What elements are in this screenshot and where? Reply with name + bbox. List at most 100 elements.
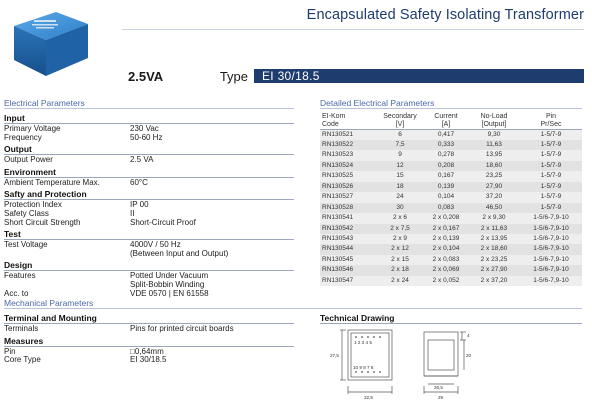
parameter-label xyxy=(4,250,130,259)
table-cell: 2 x 0,208 xyxy=(424,213,468,224)
table-cell: 2 x 0,139 xyxy=(424,234,468,245)
table-cell: 2 x 18,60 xyxy=(468,244,520,255)
column-header-line: [Output] xyxy=(481,120,507,128)
table-row: RN130521 6 0,417 9,30 1-5/7-9 xyxy=(320,129,582,140)
electrical-parameters-caption: Electrical Parameters xyxy=(4,98,85,108)
table-cell: 2 x 24 xyxy=(376,275,424,287)
parameter-label: Protection Index xyxy=(4,200,62,210)
table-cell: RN130547 xyxy=(320,275,376,287)
group-heading: Output xyxy=(4,144,294,156)
table-cell: 1-5/7-9 xyxy=(520,202,582,214)
table-cell: 2 x 11,63 xyxy=(468,223,520,235)
table-cell: 1-5/7-9 xyxy=(520,160,582,172)
column-header-line: [V] xyxy=(395,120,405,128)
parameter-row: Primary Voltage 230 Vac xyxy=(4,124,294,134)
parameter-value: 60°C xyxy=(130,177,148,187)
table-cell: 0,417 xyxy=(424,129,468,140)
parameter-row: Terminals Pins for printed circuit boards xyxy=(4,324,294,334)
group-heading: Terminal and Mounting xyxy=(4,313,294,324)
parameter-value: 50-60 Hz xyxy=(130,132,163,142)
table-row: RN130546 2 x 18 2 x 0,069 2 x 27,90 1-5/6-7,… xyxy=(320,265,582,276)
table-cell: RN130542 xyxy=(320,223,376,235)
electrical-parameters: Input Primary Voltage 230 Vac Frequency 50-6… xyxy=(4,113,294,300)
parameter-value: 230 Vac xyxy=(130,124,159,133)
table-cell: RN130545 xyxy=(320,254,376,266)
table-cell: RN130543 xyxy=(320,234,376,245)
table-cell: RN130524 xyxy=(320,160,376,172)
group-heading: Environment xyxy=(4,167,294,178)
table-cell: 0,333 xyxy=(424,139,468,151)
table-cell: 0,278 xyxy=(424,150,468,161)
parameter-value: IP 00 xyxy=(130,200,149,210)
detailed-caption-rule xyxy=(320,108,582,109)
parameter-value: EI 30/18.5 xyxy=(130,355,167,365)
table-cell: 1-5/6-7,9-10 xyxy=(520,234,582,245)
table-cell: 1-5/6-7,9-10 xyxy=(520,223,582,235)
table-cell: RN130546 xyxy=(320,265,376,276)
table-cell: 12 xyxy=(376,160,424,172)
parameter-row: Pin □0,64mm xyxy=(4,346,294,357)
table-cell: 1-5/7-9 xyxy=(520,181,582,193)
dim-inner-width: 26,5 xyxy=(434,385,443,390)
parameter-row: Frequency 50-60 Hz xyxy=(4,132,294,143)
table-cell: 30 xyxy=(376,202,424,214)
electrical-caption-rule xyxy=(4,108,294,109)
table-cell: 1-5/7-9 xyxy=(520,171,582,182)
type-value: EI 30/18.5 xyxy=(254,69,584,83)
table-cell: 2 x 9 xyxy=(376,234,424,245)
parameter-value: VDE 0570 | EN 61558 xyxy=(130,288,209,298)
table-cell: 24 xyxy=(376,192,424,203)
table-row: RN130545 2 x 15 2 x 0,083 2 x 23,25 1-5/6-7,… xyxy=(320,254,582,266)
table-header-row: EI-Kom Code Secondary [V] Current [A] No-Load[… xyxy=(320,111,582,130)
parameter-row: Acc. to VDE 0570 | EN 61558 xyxy=(4,288,294,299)
table-cell: 2 x 15 xyxy=(376,254,424,266)
table-cell: 11,63 xyxy=(468,139,520,151)
table-cell: 1-5/6-7,9-10 xyxy=(520,275,582,287)
table-cell: 13,95 xyxy=(468,150,520,161)
mechanical-parameters-caption: Mechanical Parameters xyxy=(4,298,94,308)
table-cell: 1-5/7-9 xyxy=(520,139,582,151)
table-cell: 2 x 18 xyxy=(376,265,424,276)
dim-side-height: 20 xyxy=(466,353,472,358)
dim-height-left: 27,5 xyxy=(330,353,339,358)
column-header-line: Current xyxy=(434,112,458,120)
table-cell: 27,90 xyxy=(468,181,520,193)
pin-numbers-bottom: 10 9 8 7 6 xyxy=(353,365,374,370)
parameter-value: 4000V / 50 Hz xyxy=(130,240,181,250)
parameter-row: Safety Class II xyxy=(4,209,294,219)
technical-drawing-title: Technical Drawing xyxy=(320,313,582,324)
column-header: EI-Kom Code xyxy=(320,111,376,130)
table-cell: 9,30 xyxy=(468,129,520,140)
power-rating: 2.5VA xyxy=(128,68,164,84)
parameter-row: Output Power 2.5 VA xyxy=(4,156,294,165)
table-cell: 0,208 xyxy=(424,160,468,172)
table-cell: 0,139 xyxy=(424,181,468,193)
column-header-line: [A] xyxy=(441,120,451,128)
table-row: RN130526 18 0,139 27,90 1-5/7-9 xyxy=(320,181,582,193)
table-cell: 2 x 0,167 xyxy=(424,223,468,235)
table-cell: 1-5/7-9 xyxy=(520,129,582,140)
parameter-label: Acc. to xyxy=(4,288,29,298)
table-cell: 23,25 xyxy=(468,171,520,182)
table-cell: 2 x 0,052 xyxy=(424,275,468,287)
table-cell: 46,50 xyxy=(468,202,520,214)
mechanical-parameters: Terminal and Mounting Terminals Pins for p… xyxy=(4,313,294,367)
parameter-label: Test Voltage xyxy=(4,240,48,250)
parameter-value: Split-Bobbin Winding xyxy=(130,279,205,289)
table-row: RN130528 30 0,083 46,50 1-5/7-9 xyxy=(320,202,582,214)
table-cell: 1-5/6-7,9-10 xyxy=(520,213,582,224)
parameter-row: Core Type EI 30/18.5 xyxy=(4,356,294,365)
detailed-parameters-caption: Detailed Electrical Parameters xyxy=(320,98,435,108)
column-header-line: EI-Kom xyxy=(322,112,346,120)
table-row: RN130542 2 x 7,5 2 x 0,167 2 x 11,63 1-5/6-7… xyxy=(320,223,582,235)
table-cell: RN130523 xyxy=(320,150,376,161)
mechanical-caption-rule xyxy=(4,308,582,309)
detailed-parameters-table: EI-Kom Code Secondary [V] Current [A] No-Load[… xyxy=(320,111,582,287)
parameter-label: Pin xyxy=(4,346,16,356)
table-row: RN130524 12 0,208 18,60 1-5/7-9 xyxy=(320,160,582,172)
table-cell: 1-5/6-7,9-10 xyxy=(520,265,582,276)
parameter-label: Ambient Temperature Max. xyxy=(4,177,100,187)
table-cell: 2 x 13,95 xyxy=(468,234,520,245)
